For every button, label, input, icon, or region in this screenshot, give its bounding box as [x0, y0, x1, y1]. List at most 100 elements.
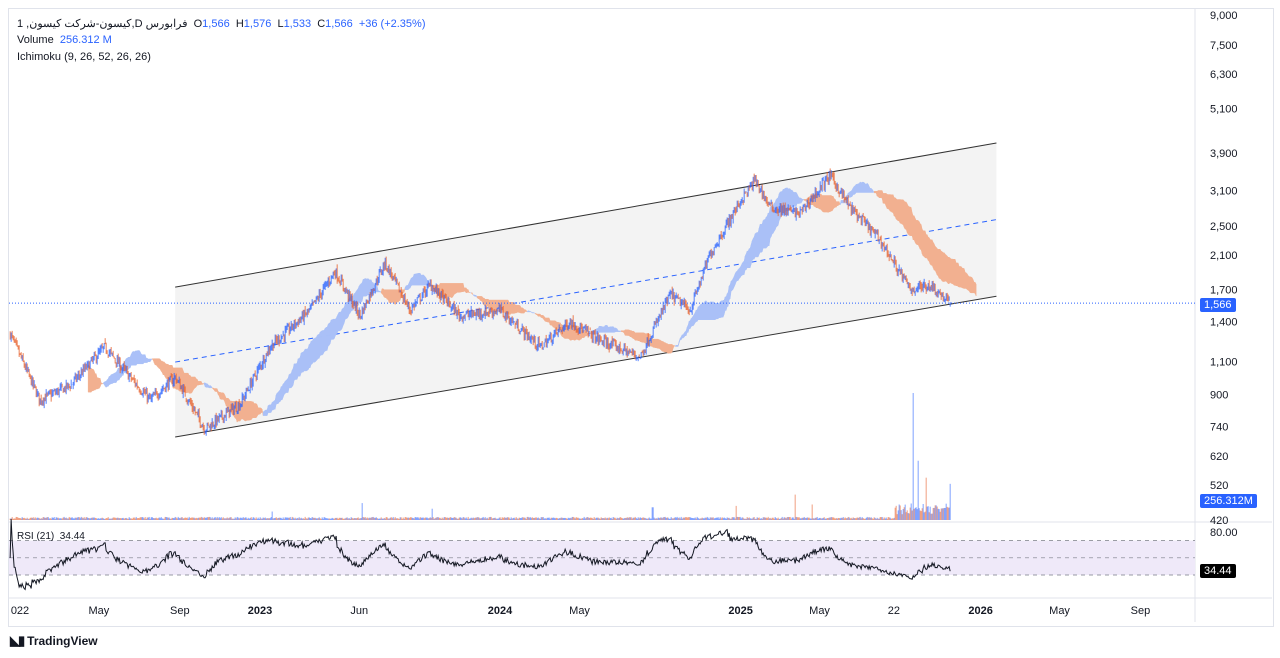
volume-bar [736, 516, 738, 520]
volume-bar [391, 518, 393, 520]
volume-bar [301, 518, 303, 520]
volume-bar [513, 517, 515, 520]
volume-bar [14, 518, 16, 520]
volume-bar [735, 505, 737, 520]
volume-bar [506, 517, 508, 520]
volume-bar [45, 517, 47, 520]
volume-bar [96, 518, 98, 520]
volume-bar [103, 518, 105, 520]
volume-bar [841, 518, 843, 520]
volume-bar [145, 518, 147, 520]
volume-bar [33, 518, 35, 520]
volume-bar [401, 518, 403, 520]
volume-bar [794, 494, 796, 520]
volume-bar [745, 518, 747, 520]
volume-bar [500, 518, 502, 520]
volume-bar [929, 506, 931, 520]
volume-bar [600, 517, 602, 520]
volume-bar [737, 516, 739, 520]
rsi-line [9, 519, 951, 591]
volume-bar [935, 505, 937, 520]
volume-bar [63, 516, 65, 520]
volume-bar [487, 518, 489, 520]
volume-bar [55, 517, 57, 520]
volume-bar [512, 518, 514, 520]
volume-bar [230, 517, 232, 520]
volume-bar [413, 518, 415, 520]
volume-bar [411, 517, 413, 520]
volume-bar [58, 518, 60, 520]
volume-bar [588, 518, 590, 520]
volume-bar [488, 517, 490, 520]
volume-bar [714, 518, 716, 520]
volume-bar [538, 518, 540, 520]
volume-bar [388, 518, 390, 520]
volume-bar [75, 517, 77, 520]
volume-bar [850, 517, 852, 520]
volume-bar [329, 518, 331, 520]
volume-bar [79, 518, 81, 520]
volume-bar [565, 518, 567, 520]
volume-bar [248, 518, 250, 520]
volume-bar [375, 517, 377, 520]
volume-bar [104, 518, 106, 520]
volume-bar [426, 517, 428, 520]
time-tick-label: May [569, 605, 590, 617]
volume-bar [840, 517, 842, 520]
volume-bar [108, 518, 110, 520]
symbol-name[interactable]: 1 ,کیسون-شرکت کیسون,D فرابورس [17, 18, 188, 30]
volume-bar [882, 518, 884, 520]
volume-bar [894, 507, 896, 520]
volume-bar [888, 517, 890, 520]
volume-bar [342, 518, 344, 520]
volume-bar [429, 517, 431, 520]
volume-bar [46, 517, 48, 520]
volume-bar [224, 518, 226, 520]
parallel-channel-fill [175, 142, 997, 438]
volume-bar [482, 516, 484, 520]
volume-bar [257, 517, 259, 520]
volume-bar [135, 516, 137, 520]
volume-bar [182, 518, 184, 520]
volume-bar [848, 517, 850, 520]
volume-bar [462, 517, 464, 520]
volume-bar [907, 513, 909, 520]
volume-bar [810, 518, 812, 520]
volume-bar [117, 517, 119, 520]
volume-bar [118, 518, 120, 520]
volume-bar [622, 518, 624, 520]
volume-bar [826, 518, 828, 520]
price-tick-label: 7,500 [1210, 40, 1238, 52]
volume-bar [579, 518, 581, 520]
volume-bar [657, 517, 659, 520]
volume-bar [431, 508, 433, 520]
ichimoku-legend[interactable]: Ichimoku (9, 26, 52, 26, 26) [17, 50, 151, 64]
volume-bar [262, 517, 264, 520]
low-value: 1,533 [283, 18, 312, 30]
volume-bar [949, 483, 951, 520]
volume-bar [569, 517, 571, 520]
volume-bar [210, 518, 212, 520]
volume-bar [221, 518, 223, 520]
volume-bar [836, 518, 838, 520]
volume-bar [551, 517, 553, 520]
volume-bar [64, 518, 66, 520]
volume-bar [757, 517, 759, 520]
rsi-legend[interactable]: RSI (21) 34.44 [17, 530, 85, 544]
volume-bar [253, 517, 255, 520]
volume-bar [71, 517, 73, 520]
volume-bar [291, 516, 293, 520]
volume-bar [236, 516, 238, 520]
volume-bar [659, 517, 661, 520]
volume-bar [116, 517, 118, 520]
volume-bar [664, 516, 666, 520]
volume-bar [111, 518, 113, 520]
volume-bar [164, 516, 166, 520]
volume-bar [702, 518, 704, 520]
volume-bar [901, 514, 903, 520]
tradingview-logo[interactable]: ◣▮ TradingView [10, 633, 98, 649]
volume-bar [812, 518, 814, 520]
volume-bar [618, 517, 620, 520]
volume-legend[interactable]: Volume 256.312 M [17, 33, 112, 47]
